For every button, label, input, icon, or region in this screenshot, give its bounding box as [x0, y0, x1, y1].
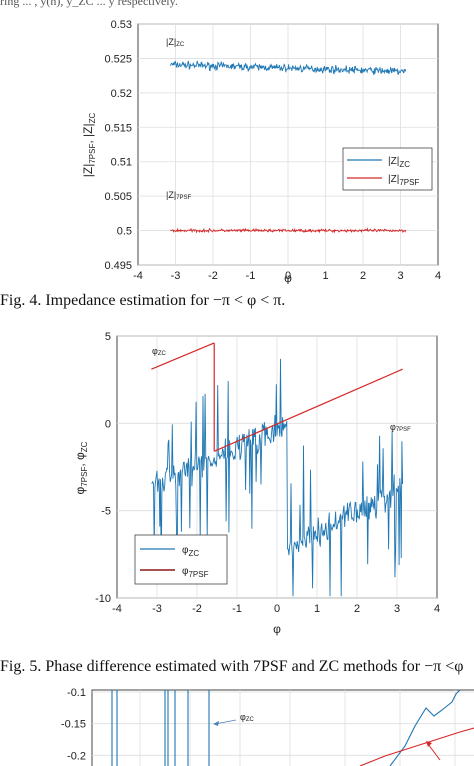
f4-x-tick-label: 3 — [397, 270, 403, 282]
f5-x-tick-label: -3 — [152, 603, 162, 615]
f4-x-tick-label: 2 — [360, 270, 366, 282]
f4-x-tick-label: 0 — [285, 270, 291, 282]
fig6-series-7psf — [359, 727, 474, 766]
f4-y-tick-label: 0.53 — [111, 19, 132, 31]
figure-4-caption: Fig. 4. Impedance estimation for −π < φ … — [0, 292, 286, 309]
fig6-annotation-arrowhead — [213, 721, 219, 726]
fig6-red-arrow — [427, 743, 441, 761]
f5-y-tick-label: -10 — [95, 593, 111, 605]
fig5-series-7psf-segment — [151, 342, 215, 370]
figure-4-chart: -4 -3 -2 -1 0 1 2 3 4 0.495 0.5 0.505 0.51 0.515 0.52… — [81, 19, 441, 284]
fig5-annotation-zc: φZC — [152, 346, 167, 357]
f5-x-tick-label: 1 — [314, 603, 320, 615]
fig6-series-zc — [389, 689, 461, 766]
f6-y-tick-label: -0.1 — [67, 687, 86, 699]
fig5-series-7psf-segment — [213, 368, 403, 452]
f5-y-tick-label: -5 — [101, 506, 111, 518]
f4-y-tick-label: 0.52 — [111, 88, 132, 100]
fig5-legend-label-7psf: φ7PSF — [182, 566, 209, 579]
fig5-y-axis-label: φ7PSF, φZC — [73, 441, 89, 494]
fig4-legend-label-zc: |Z|ZC — [388, 156, 410, 169]
f4-x-tick-label: -3 — [171, 270, 181, 282]
f6-y-tick-label: -0.2 — [67, 750, 86, 762]
f5-x-tick-label: 2 — [354, 603, 360, 615]
f5-y-tick-label: 5 — [105, 331, 111, 343]
fig6-plot-area — [91, 689, 474, 766]
f5-x-tick-label: -4 — [112, 603, 122, 615]
fig5-series — [151, 342, 404, 597]
fig4-y-axis-label: |Z|7PSF, |Z|ZC — [81, 113, 97, 178]
figure-6-chart-partial: -0.1 -0.15 -0.2 φZC — [61, 687, 474, 766]
f5-x-tick-label: -1 — [232, 603, 242, 615]
fig5-series-zc — [151, 358, 404, 597]
fig4-legend-label-7psf: |Z|7PSF — [388, 174, 419, 187]
f4-y-tick-label: 0.515 — [104, 122, 132, 134]
f5-x-tick-label: 0 — [274, 603, 280, 615]
figure-5-caption: Fig. 5. Phase difference estimated with … — [0, 658, 464, 675]
fig5-legend: φZC φ7PSF — [134, 534, 228, 585]
f4-y-tick-label: 0.5 — [117, 226, 132, 238]
fig4-legend: |Z|ZC |Z|7PSF — [342, 147, 433, 191]
f4-x-tick-label: -1 — [246, 270, 256, 282]
fig6-annotation-zc: φZC — [240, 712, 255, 723]
top-text-fragment: ring ... , y(n), y_ZC ... y respectively… — [0, 0, 178, 8]
fig4-y-ticks: 0.495 0.5 0.505 0.51 0.515 0.52 0.525 0.53 — [104, 19, 132, 272]
f4-x-tick-label: -4 — [133, 270, 143, 282]
fig5-annotation-7psf: φ7PSF — [390, 422, 411, 433]
f5-x-tick-label: 3 — [394, 603, 400, 615]
fig5-x-ticks: -4 -3 -2 -1 0 1 2 3 4 — [112, 603, 440, 615]
fig4-x-axis-label: φ — [284, 271, 292, 284]
fig4-annotation-zc: |Z|ZC — [166, 37, 185, 48]
fig4-series-zc — [169, 60, 407, 75]
fig6-series — [111, 689, 474, 766]
fig4-series — [169, 60, 407, 234]
f4-y-tick-label: 0.525 — [104, 53, 132, 65]
fig5-y-ticks: -10 -5 0 5 — [95, 331, 111, 605]
f4-x-tick-label: 4 — [435, 270, 441, 282]
fig6-y-ticks: -0.1 -0.15 -0.2 — [61, 687, 86, 762]
f4-y-tick-label: 0.51 — [111, 157, 132, 169]
fig5-x-axis-label: φ — [273, 622, 281, 636]
f4-y-tick-label: 0.495 — [104, 260, 132, 272]
f4-x-tick-label: -2 — [208, 270, 218, 282]
figure-5-chart: -4 -3 -2 -1 0 1 2 3 4 -10-505 φZC φ7PSF φZC φ7PS… — [73, 331, 440, 636]
fig6-red-arrowhead — [426, 741, 432, 747]
f5-x-tick-label: 4 — [434, 603, 440, 615]
f5-y-tick-label: 0 — [105, 418, 111, 430]
fig4-series-7psf — [170, 227, 407, 234]
f6-y-tick-label: -0.15 — [61, 719, 86, 731]
f4-y-tick-label: 0.505 — [104, 191, 132, 203]
fig4-x-ticks: -4 -3 -2 -1 0 1 2 3 4 — [133, 270, 441, 282]
fig5-legend-label-zc: φZC — [182, 545, 199, 558]
fig4-annotation-7psf: |Z|7PSF — [166, 190, 192, 201]
f5-x-tick-label: -2 — [192, 603, 202, 615]
f4-x-tick-label: 1 — [322, 270, 328, 282]
